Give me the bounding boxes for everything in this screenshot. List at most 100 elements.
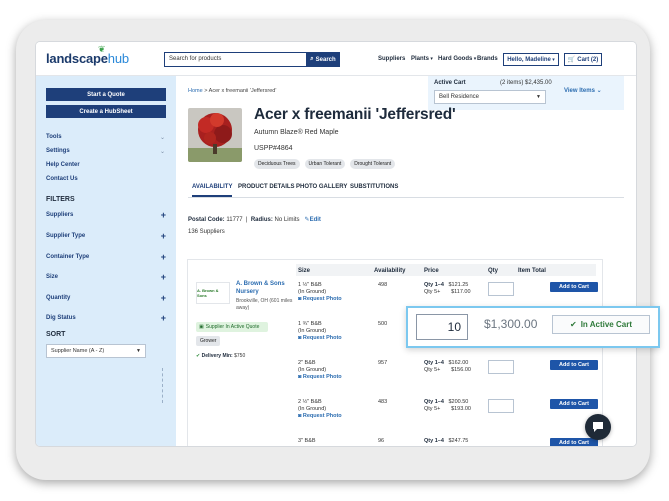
radius-label: Radius: — [250, 217, 273, 223]
sidebar-link-settings[interactable]: Settings — [46, 148, 70, 154]
chevron-down-icon[interactable]: ⌄ — [160, 135, 166, 141]
filter-quantity[interactable]: Quantity + — [46, 293, 166, 307]
size-cell: 1 ¾" B&B (In Ground) ◙ Request Photo — [298, 321, 342, 342]
filter-container-type[interactable]: Container Type + — [46, 252, 166, 266]
tag-deciduous-trees[interactable]: Deciduous Trees — [254, 159, 300, 169]
sort-select[interactable]: Supplier Name (A - Z) ▼ — [46, 344, 146, 358]
active-cart-selected: Bell Residence — [439, 94, 480, 100]
request-photo-label: Request Photo — [302, 374, 342, 380]
ground-label: (In Ground) — [298, 289, 327, 295]
quantity-input[interactable] — [488, 360, 514, 374]
create-hubsheet-button[interactable]: Create a HubSheet — [46, 105, 166, 118]
size-cell: 2 ½" B&B (In Ground) ◙ Request Photo — [298, 399, 342, 420]
plus-icon: + — [160, 313, 166, 323]
logo[interactable]: landscapehub ❦ — [46, 44, 129, 66]
search-button[interactable]: ⌕ Search — [306, 52, 340, 67]
add-to-cart-button[interactable]: Add to Cart — [550, 282, 598, 292]
filter-label: Quantity — [46, 295, 71, 301]
active-cart-select[interactable]: Bell Residence ▼ — [434, 90, 546, 104]
supplier-location: Brookville, OH (601 miles away) — [236, 298, 296, 312]
plus-icon: + — [160, 252, 166, 262]
nav-suppliers[interactable]: Suppliers — [378, 56, 406, 62]
chat-bubble-icon — [593, 422, 603, 432]
ground-label: (In Ground) — [298, 406, 327, 412]
in-active-cart-label: In Active Cart — [580, 320, 632, 329]
quantity-input[interactable] — [488, 282, 514, 296]
price-tier-b: $193.00 — [451, 406, 471, 412]
sidebar-link-tools[interactable]: Tools — [46, 134, 62, 140]
supplier-name[interactable]: A. Brown & Sons Nursery — [236, 281, 285, 295]
quantity-input[interactable] — [488, 399, 514, 413]
logo-text: landscape — [46, 51, 108, 66]
product-image[interactable] — [188, 108, 242, 162]
search-input[interactable]: Search for products — [164, 52, 306, 67]
tab-substitutions[interactable]: SUBSTITUTIONS — [350, 184, 399, 190]
cart-button[interactable]: 🛒 Cart (2) — [564, 53, 602, 66]
caret-down-icon: ▼ — [536, 94, 541, 100]
price-cell: Qty 1–4 $200.50 Qty 5+ $193.00 — [424, 399, 471, 413]
price-tier-b: $117.00 — [451, 289, 471, 295]
folder-icon: ▣ — [199, 324, 204, 330]
view-items-link[interactable]: View Items ⌄ — [564, 87, 602, 94]
tab-product-details[interactable]: PRODUCT DETAILS — [238, 184, 295, 190]
filter-dig-status[interactable]: Dig Status + — [46, 313, 166, 327]
radius-value: No Limits — [274, 217, 300, 223]
user-menu-button[interactable]: Hello, Madeline ▾ — [503, 53, 559, 66]
filter-label: Supplier Type — [46, 233, 86, 239]
add-to-cart-button[interactable]: Add to Cart — [550, 360, 598, 370]
caret-down-icon: ▼ — [136, 348, 141, 354]
filters-heading: FILTERS — [46, 196, 75, 203]
sidebar-link-contact-us[interactable]: Contact Us — [46, 176, 78, 182]
postal-value: 11777 — [226, 217, 243, 223]
request-photo-link[interactable]: ◙ Request Photo — [298, 374, 342, 381]
qty-tier-a: Qty 1–4 — [424, 438, 444, 444]
filter-suppliers[interactable]: Suppliers + — [46, 210, 166, 224]
nav-plants-label: Plants — [411, 56, 430, 62]
in-active-cart-button[interactable]: ✔ In Active Cart — [552, 315, 650, 334]
qty-tier-a: Qty 1–4 — [424, 282, 444, 288]
camera-icon: ◙ — [298, 413, 303, 419]
size-label: 3" B&B — [298, 438, 316, 444]
table-row: 1 ¾" B&B (In Ground) ◙ Request Photo 500 — [188, 321, 602, 359]
edit-location-link[interactable]: ✎Edit — [305, 217, 321, 223]
price-tier-a: $247.75 — [448, 438, 469, 444]
sidebar-link-help-center[interactable]: Help Center — [46, 162, 80, 168]
tab-photo-gallery[interactable]: PHOTO GALLERY — [296, 184, 348, 190]
column-header-availability: Availability — [374, 268, 406, 274]
add-to-cart-button[interactable]: Add to Cart — [550, 438, 598, 446]
camera-icon: ◙ — [298, 374, 303, 380]
filter-label: Size — [46, 274, 59, 280]
nav-hard-goods[interactable]: Hard Goods ▾ — [438, 56, 476, 62]
request-photo-link[interactable]: ◙ Request Photo — [298, 413, 342, 420]
maple-tree-icon — [188, 108, 242, 162]
add-to-cart-button[interactable]: Add to Cart — [550, 399, 598, 409]
app-screen: landscapehub ❦ Search for products ⌕ Sea… — [36, 42, 636, 446]
plus-icon: + — [160, 210, 166, 220]
tag-drought-tolerant[interactable]: Drought Tolerant — [350, 159, 396, 169]
filter-size[interactable]: Size + — [46, 272, 166, 286]
view-items-label: View Items — [564, 88, 595, 94]
supplier-logo[interactable]: A. Brown & Sons — [196, 282, 230, 304]
nav-brands[interactable]: Brands — [477, 56, 498, 62]
request-photo-link[interactable]: ◙ Request Photo — [298, 335, 342, 342]
chevron-down-icon[interactable]: ⌄ — [160, 149, 166, 155]
sort-selected-value: Supplier Name (A - Z) — [51, 348, 105, 354]
callout-quantity-input[interactable]: 10 — [416, 314, 468, 340]
tag-urban-tolerant[interactable]: Urban Tolerant — [304, 159, 346, 169]
sort-heading: SORT — [46, 331, 66, 338]
tab-availability[interactable]: AVAILABILITY — [192, 184, 233, 197]
chat-button[interactable] — [585, 414, 611, 440]
filter-supplier-type[interactable]: Supplier Type + — [46, 231, 166, 245]
start-quote-button[interactable]: Start a Quote — [46, 88, 166, 101]
plus-icon: + — [160, 272, 166, 282]
sidebar: Start a Quote Create a HubSheet Tools ⌄ … — [36, 76, 176, 446]
request-photo-link[interactable]: ◙ Request Photo — [298, 296, 342, 303]
nav-plants[interactable]: Plants ▾ — [411, 56, 433, 62]
request-photo-label: Request Photo — [302, 296, 342, 302]
price-tier-a: $200.50 — [448, 399, 469, 405]
breadcrumb-current: Acer x freemanii 'Jeffersred' — [208, 88, 277, 94]
breadcrumb-home[interactable]: Home — [188, 88, 203, 94]
ground-label: (In Ground) — [298, 367, 327, 373]
camera-icon: ◙ — [298, 296, 303, 302]
size-label: 2" B&B — [298, 360, 316, 366]
